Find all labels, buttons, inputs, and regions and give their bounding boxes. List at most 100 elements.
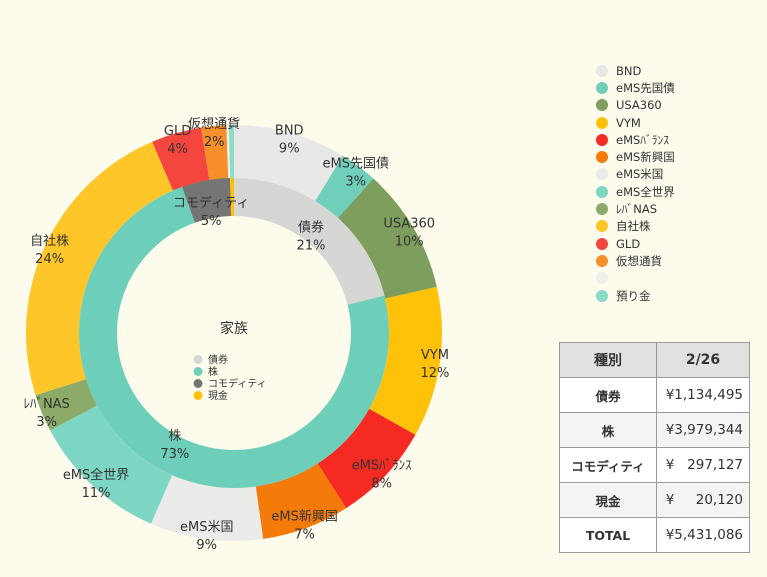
- row-value-stocks: ¥3,979,344: [656, 412, 750, 448]
- row-label-cash: 現金: [559, 482, 657, 518]
- outer-slice-ems: [317, 408, 416, 509]
- inner-pct-item-2: 5%: [201, 214, 222, 229]
- legend-swatch: [596, 254, 608, 267]
- outer-slice-bnd: [234, 125, 343, 201]
- legend-swatch: [596, 81, 608, 94]
- legend-label: 預り金: [616, 288, 651, 303]
- inner-pct-item-0: 21%: [297, 239, 326, 254]
- outer-pct-bnd: 9%: [279, 142, 300, 157]
- legend-item: eMS先国債: [596, 79, 675, 96]
- outer-label-item-11: 仮想通貨: [188, 116, 240, 132]
- outer-label-nas: ﾚﾊﾞNAS: [23, 397, 69, 412]
- donut-chart: BND 9% eMS先国債 3% USA360 10% VYM 12% eMSﾊﾞﾗﾝｽ 8% eM…: [23, 116, 449, 553]
- legend-item: 預り金: [596, 287, 675, 304]
- legend-label: eMS先国債: [616, 80, 675, 95]
- legend-label: USA360: [616, 98, 662, 113]
- legend-item: BND: [596, 62, 675, 79]
- legend-swatch: [596, 272, 608, 285]
- legend-item: eMS全世界: [596, 183, 675, 200]
- legend-swatch: [596, 64, 608, 77]
- row-label-stocks: 株: [559, 412, 657, 448]
- inner-label-item-2: コモディティ: [173, 195, 249, 211]
- outer-pct-ems: 8%: [371, 476, 392, 491]
- outer-label-usa360: USA360: [383, 216, 435, 231]
- outer-label-gld: GLD: [164, 124, 191, 139]
- inner-legend-label: 現金: [208, 389, 228, 402]
- outer-label-ems: eMS新興国: [271, 508, 337, 524]
- outer-pct-usa360: 10%: [395, 234, 424, 249]
- row-label-commodity: コモディティ: [559, 447, 657, 483]
- table-header-type: 種別: [559, 342, 657, 378]
- legend-swatch: [596, 203, 608, 216]
- legend-swatch: [596, 185, 608, 198]
- inner-pct-item-1: 73%: [160, 447, 189, 462]
- legend-label: eMS米国: [616, 167, 664, 182]
- outer-slice-usa360: [337, 178, 437, 299]
- legend: BND eMS先国債 USA360 VYM eMSﾊﾞﾗﾝｽ eMS新興国 eMS米国 eMS…: [596, 62, 675, 304]
- outer-slice-ems: [151, 475, 264, 541]
- legend-swatch: [596, 99, 608, 112]
- legend-label: ﾚﾊﾞNAS: [616, 202, 658, 217]
- row-value-commodity: ¥ 297,127: [656, 447, 750, 483]
- outer-ring: [25, 125, 442, 541]
- outer-slice-item-13: [228, 125, 234, 179]
- outer-pct-ems: 9%: [196, 538, 217, 553]
- outer-label-item-9: 自社株: [30, 233, 69, 249]
- inner-label-item-1: 株: [168, 429, 181, 444]
- inner-slice-item-2: [182, 178, 232, 223]
- legend-item: eMS米国: [596, 166, 675, 183]
- legend-label: BND: [616, 63, 642, 78]
- outer-pct-ems: 11%: [82, 486, 111, 501]
- outer-pct-item-11: 2%: [204, 135, 225, 150]
- row-label-bonds: 債券: [559, 377, 657, 413]
- row-value-total: ¥5,431,086: [656, 517, 750, 553]
- outer-slice-item-12: [226, 125, 231, 179]
- legend-swatch: [596, 237, 608, 250]
- legend-item: eMSﾊﾞﾗﾝｽ: [596, 131, 675, 148]
- row-value-bonds: ¥1,134,495: [656, 377, 750, 413]
- legend-label: eMS新興国: [616, 150, 675, 165]
- inner-legend-swatch: [193, 391, 203, 400]
- outer-label-ems: eMS全世界: [63, 467, 129, 483]
- inner-legend-label: コモディティ: [208, 377, 267, 390]
- table-row: TOTAL ¥5,431,086: [559, 517, 750, 553]
- table-row: 債券 ¥1,134,495: [559, 377, 750, 413]
- outer-slice-nas: [35, 379, 98, 431]
- inner-legend-swatch: [193, 379, 203, 388]
- summary-table: 種別 2/26 債券 ¥1,134,495 株 ¥3,979,344 コモディテ…: [559, 342, 750, 553]
- inner-slice-item-0: [234, 178, 385, 305]
- outer-pct-gld: 4%: [167, 142, 188, 157]
- legend-label: VYM: [616, 115, 641, 130]
- outer-slice-item-9: [25, 141, 174, 396]
- legend-swatch: [596, 133, 608, 146]
- legend-item: eMS新興国: [596, 148, 675, 165]
- table-row: 株 ¥3,979,344: [559, 412, 750, 448]
- legend-swatch: [596, 116, 608, 129]
- legend-label: 自社株: [616, 219, 651, 234]
- table-header-row: 種別 2/26: [559, 342, 750, 378]
- inner-legend-swatch: [193, 355, 203, 364]
- table-header-date: 2/26: [656, 342, 750, 378]
- outer-label-ems: eMS先国債: [322, 157, 388, 172]
- legend-item: USA360: [596, 97, 675, 114]
- legend-label: eMS全世界: [616, 184, 675, 199]
- legend-swatch: [596, 220, 608, 233]
- outer-pct-vym: 12%: [420, 366, 449, 381]
- legend-item: ﾚﾊﾞNAS: [596, 200, 675, 217]
- table-row: コモディティ ¥ 297,127: [559, 447, 750, 483]
- legend-swatch: [596, 151, 608, 164]
- inner-slice-item-3: [230, 178, 234, 217]
- row-label-total: TOTAL: [559, 517, 657, 553]
- legend-item: VYM: [596, 114, 675, 131]
- outer-label-bnd: BND: [275, 124, 304, 139]
- outer-pct-ems: 7%: [294, 527, 315, 542]
- outer-slice-item-11: [201, 125, 229, 180]
- legend-item: 自社株: [596, 218, 675, 235]
- chart-labels: BND 9% eMS先国債 3% USA360 10% VYM 12% eMSﾊﾞﾗﾝｽ 8% eM…: [23, 116, 449, 553]
- outer-slice-ems: [315, 155, 374, 219]
- legend-swatch: [596, 289, 608, 302]
- inner-legend-swatch: [193, 367, 203, 376]
- outer-slice-ems: [50, 405, 173, 524]
- center-title: 家族: [220, 320, 248, 337]
- outer-slice-ems: [255, 463, 347, 539]
